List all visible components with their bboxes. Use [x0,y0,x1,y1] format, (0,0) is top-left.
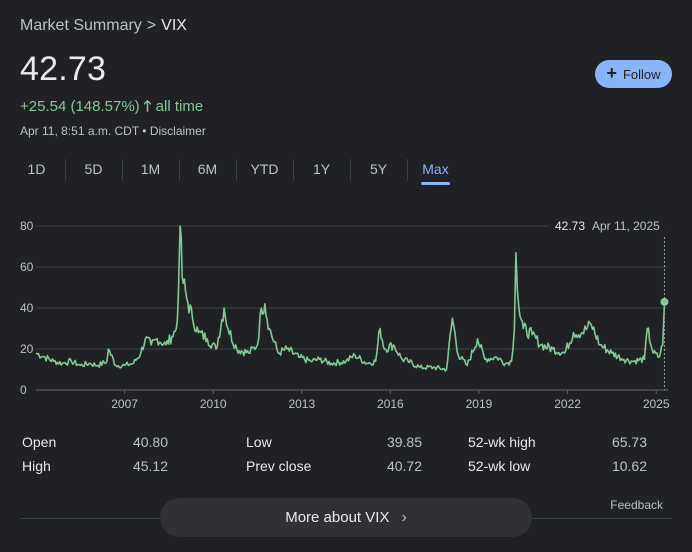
tab-1y[interactable]: 1Y [293,156,350,182]
quote-timestamp: Apr 11, 8:51 a.m. CDT [20,124,139,138]
x-tick-label: 2022 [554,397,581,410]
arrow-up-icon: 🡑 [143,98,152,115]
stat-label-52wk-high: 52-wk high [468,434,536,450]
price-chart[interactable]: 0 20 40 60 80 2007 2010 2013 2016 2019 2022 2025 4… [0,205,692,410]
x-tick-label: 2025 [643,397,670,410]
tooltip-value: 42.73 [555,219,585,233]
tab-max[interactable]: Max [407,156,464,185]
feedback-link[interactable]: Feedback [610,498,663,512]
tab-1d[interactable]: 1D [27,161,46,177]
x-tick-label: 2013 [288,397,315,410]
x-tick-label: 2016 [377,397,404,410]
more-about-label: More about VIX [285,509,390,526]
tooltip-date: Apr 11, 2025 [592,219,660,233]
tab-1m[interactable]: 1M [122,156,179,182]
y-axis: 0 20 40 60 80 [20,219,34,397]
more-about-button[interactable]: More about VIX › [160,498,532,537]
tab-ytd[interactable]: YTD [236,156,293,182]
quote-meta: Apr 11, 8:51 a.m. CDT • Disclaimer [20,124,206,138]
chart-grid [36,225,668,391]
stat-label-low: Low [246,434,272,450]
tab-5y[interactable]: 5Y [350,156,407,182]
follow-label: Follow [622,66,661,82]
breadcrumb-separator: > [146,17,157,34]
tab-5d[interactable]: 5D [65,156,122,182]
chevron-right-icon: › [401,508,407,526]
tab-6m[interactable]: 6M [179,156,236,182]
y-tick-label: 80 [20,219,34,233]
change-value: +25.54 (148.57%) [20,98,140,115]
stat-value-prev-close: 40.72 [386,458,422,474]
stat-value-52wk-high: 65.73 [611,434,647,450]
follow-button[interactable]: + Follow [595,60,672,88]
x-tick-label: 2010 [200,397,227,410]
plus-icon: + [606,63,617,83]
stat-value-high: 45.12 [132,458,168,474]
disclaimer-link[interactable]: Disclaimer [149,124,206,138]
stat-value-open: 40.80 [132,434,168,450]
stat-value-52wk-low: 10.62 [611,458,647,474]
x-axis: 2007 2010 2013 2016 2019 2022 2025 [111,390,670,410]
price-change: +25.54 (148.57%) 🡑 all time [20,96,203,121]
range-tabs: 1D 5D 1M 6M YTD 1Y 5Y Max [8,156,464,186]
y-tick-label: 60 [20,260,34,274]
y-tick-label: 20 [20,342,34,356]
stat-label-prev-close: Prev close [246,458,312,474]
current-point [660,297,669,306]
y-tick-label: 40 [20,301,34,315]
breadcrumb-symbol: VIX [161,17,187,34]
current-price: 42.73 [20,50,107,88]
change-period: all time [155,98,204,115]
stat-value-low: 39.85 [386,434,422,450]
x-tick-label: 2019 [466,397,493,410]
stat-label-open: Open [22,434,57,450]
stat-label-52wk-low: 52-wk low [468,458,531,474]
chart-tooltip: 42.73 Apr 11, 2025 [549,215,667,237]
breadcrumb: Market Summary > VIX [20,17,187,35]
stat-label-high: High [22,458,51,474]
series-line [35,225,666,372]
breadcrumb-parent[interactable]: Market Summary [20,17,142,34]
y-tick-label: 0 [20,383,27,397]
x-tick-label: 2007 [111,397,138,410]
